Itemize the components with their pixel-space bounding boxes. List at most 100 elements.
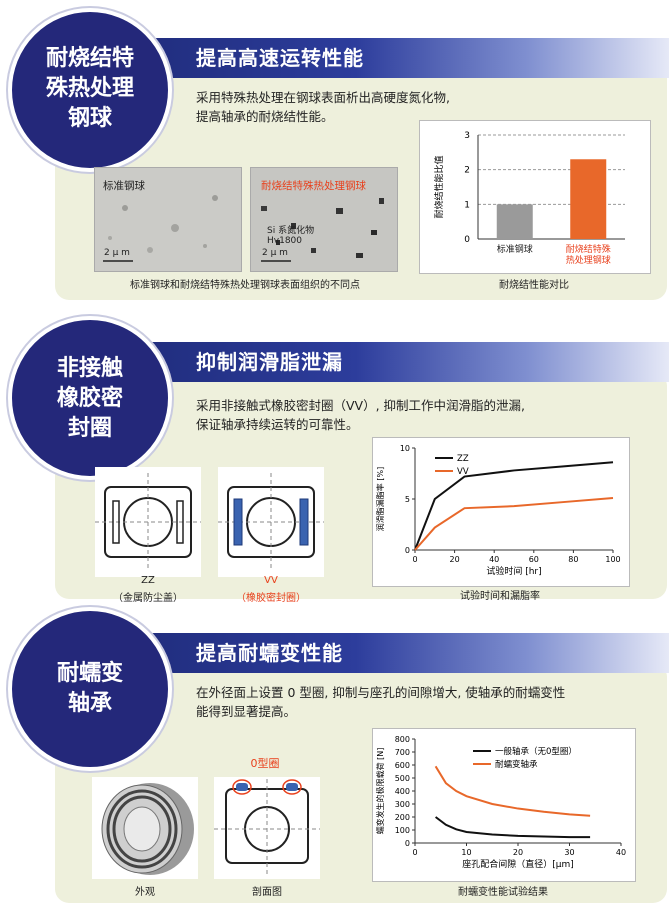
y-tick-label: 700 [395, 748, 410, 757]
legend-label: 一般轴承（无0型圈） [495, 746, 577, 757]
section2-banner-title: 抑制润滑脂泄漏 [196, 350, 343, 374]
section-seal: 抑制润滑脂泄漏 非接触 橡胶密 封圈 采用非接触式橡胶密封圈（VV）, 抑制工作… [0, 310, 669, 604]
y-tick-label: 0 [464, 235, 470, 245]
y-tick-label: 800 [395, 735, 410, 744]
x-tick-label: 20 [450, 555, 460, 564]
vv-bearing-diagram [218, 467, 324, 577]
legend-label: VV [457, 467, 469, 477]
oring-label: 0型圈 [250, 757, 280, 770]
y-tick-label: 10 [400, 444, 410, 453]
x-tick-label: 0 [412, 555, 417, 564]
y-tick-label: 2 [464, 166, 470, 176]
x-tick-label: 20 [513, 848, 523, 857]
series-line [434, 765, 591, 817]
treated-ball-photo-label: 耐烧结特殊热处理钢球 [261, 180, 366, 192]
y-tick-label: 200 [395, 813, 410, 822]
x-tick-label: 耐烧结特殊 [566, 243, 611, 255]
micrograph-caption: 标准钢球和耐烧结特殊热处理钢球表面组织的不同点 [130, 280, 360, 291]
section1-desc-line-2: 提高轴承的耐烧结性能。 [196, 109, 334, 124]
section3-description: 在外径面上设置 0 型圈, 抑制与座孔的间隙增大, 使轴承的耐蠕变性 能得到显著… [196, 683, 565, 721]
appearance-caption: 外观 [135, 887, 155, 898]
x-tick-label: 40 [489, 555, 499, 564]
y-tick-label: 100 [395, 826, 410, 835]
standard-ball-micrograph: 标准钢球 2 μ m [94, 167, 242, 272]
section3-badge: 耐蠕变 轴承 [8, 607, 172, 771]
scale-bar-label-2: 2 μ m [262, 248, 288, 258]
section2-banner: 抑制润滑脂泄漏 [100, 342, 669, 382]
oring-cross-section [214, 779, 320, 877]
x-tick-label: 10 [461, 848, 471, 857]
y-tick-label: 500 [395, 774, 410, 783]
hardness-note: Hv1800 [267, 236, 302, 246]
y-tick-label: 300 [395, 800, 410, 809]
y-tick-label: 600 [395, 761, 410, 770]
section1-badge: 耐烧结特 殊热处理 钢球 [8, 8, 172, 172]
seizure-chart-frame: 0 1 2 3 耐烧结性能比值标准钢球 耐烧结特殊 热处理钢球 [419, 120, 651, 274]
section2-badge: 非接触 橡胶密 封圈 [8, 316, 172, 480]
oring-cross-section-diagram [214, 777, 320, 879]
section1-badge-line-1: 耐烧结特 [45, 46, 134, 71]
leakage-chart-caption: 试验时间和漏脂率 [460, 591, 540, 602]
section-creep: 提高耐蠕变性能 耐蠕变 轴承 在外径面上设置 0 型圈, 抑制与座孔的间隙增大,… [0, 605, 669, 908]
y-tick-label: 400 [395, 787, 410, 796]
section3-banner-title: 提高耐蠕变性能 [196, 641, 343, 665]
treated-ball-micrograph: 耐烧结特殊热处理钢球 Si 系氮化物 Hv1800 2 μ m [250, 167, 398, 272]
legend-label: 耐蠕变轴承 [495, 759, 538, 770]
x-tick-label: 标准钢球 [497, 243, 533, 255]
creep-chart-frame: 0 10 20 30 40 0 100 200 300 400 500 600 700 800 座孔配合间隙… [372, 728, 636, 882]
grease-leakage-chart: 0 20 40 60 80 100 0 5 10 试验时间 [hr] 润滑脂漏脂率 [%] ZZ VV [375, 444, 621, 577]
x-tick-label: 80 [568, 555, 578, 564]
section3-banner: 提高耐蠕变性能 [100, 633, 669, 673]
creep-chart-caption: 耐蠕变性能试验结果 [458, 887, 548, 898]
section3-badge-line-2: 轴承 [67, 691, 112, 716]
section1-badge-line-3: 钢球 [67, 106, 112, 131]
vv-label: VV [264, 575, 278, 586]
x-axis-label: 试验时间 [hr] [486, 565, 541, 577]
x-tick-label: 热处理钢球 [566, 254, 611, 266]
series-line [434, 816, 591, 839]
section1-banner-title: 提高高速运转性能 [196, 46, 364, 70]
section1-description: 采用特殊热处理在钢球表面析出高硬度氮化物, 提高轴承的耐烧结性能。 [196, 88, 450, 126]
x-axis-label: 座孔配合间隙（直径）[μm] [462, 858, 574, 870]
y-axis-label: 耐烧结性能比值 [433, 155, 445, 218]
series-line [414, 496, 614, 551]
vv-cross-section [218, 473, 324, 571]
y-tick-label: 3 [464, 131, 470, 141]
y-tick-label: 1 [464, 200, 470, 210]
micrograph-texture-2 [251, 168, 397, 271]
y-axis-label: 润滑脂漏脂率 [%] [375, 467, 385, 531]
section2-desc-line-2: 保证轴承持续运转的可靠性。 [196, 417, 359, 432]
bearing-appearance-photo [92, 777, 198, 879]
section3-badge-line-1: 耐蠕变 [56, 661, 123, 686]
y-tick-label: 5 [405, 495, 410, 504]
micrograph-texture-1 [95, 168, 241, 271]
section2-badge-line-1: 非接触 [56, 356, 123, 381]
seizure-chart-caption: 耐烧结性能对比 [499, 280, 569, 291]
x-tick-label: 40 [616, 848, 626, 857]
bar [496, 204, 533, 239]
y-tick-label: 0 [405, 546, 410, 555]
y-axis-label: 蠕变发生的极限载荷 [N] [375, 748, 385, 835]
bearing-photo-graphic [101, 783, 194, 875]
zz-sublabel: （金属防尘盖） [113, 593, 183, 604]
section1-badge-line-2: 殊热处理 [45, 76, 134, 101]
section1-desc-line-1: 采用特殊热处理在钢球表面析出高硬度氮化物, [196, 90, 450, 105]
y-tick-label: 0 [405, 839, 410, 848]
section2-description: 采用非接触式橡胶密封圈（VV）, 抑制工作中润滑脂的泄漏, 保证轴承持续运转的可… [196, 396, 525, 434]
x-tick-label: 0 [412, 848, 417, 857]
zz-label: ZZ [141, 575, 155, 586]
creep-limit-chart: 0 10 20 30 400100200300400500600700800座孔配合间隙… [375, 735, 626, 870]
leakage-chart-frame: 0 20 40 60 80 100 0 5 10 试验时间 [hr] 润滑脂漏脂率 [%] ZZ VV [372, 437, 630, 587]
section2-desc-line-1: 采用非接触式橡胶密封圈（VV）, 抑制工作中润滑脂的泄漏, [196, 398, 526, 413]
section1-banner: 提高高速运转性能 [100, 38, 669, 78]
scale-bar-label-1: 2 μ m [104, 248, 130, 258]
legend-label: ZZ [457, 454, 469, 464]
section3-desc-line-1: 在外径面上设置 0 型圈, 抑制与座孔的间隙增大, 使轴承的耐蠕变性 [196, 685, 566, 700]
zz-bearing-diagram [95, 467, 201, 577]
series-line [414, 461, 614, 551]
vv-sublabel: （橡胶密封圈） [236, 593, 306, 604]
nitride-note: Si 系氮化物 [267, 226, 315, 236]
section2-badge-line-3: 封圈 [67, 416, 112, 441]
section2-badge-line-2: 橡胶密 [56, 386, 123, 411]
